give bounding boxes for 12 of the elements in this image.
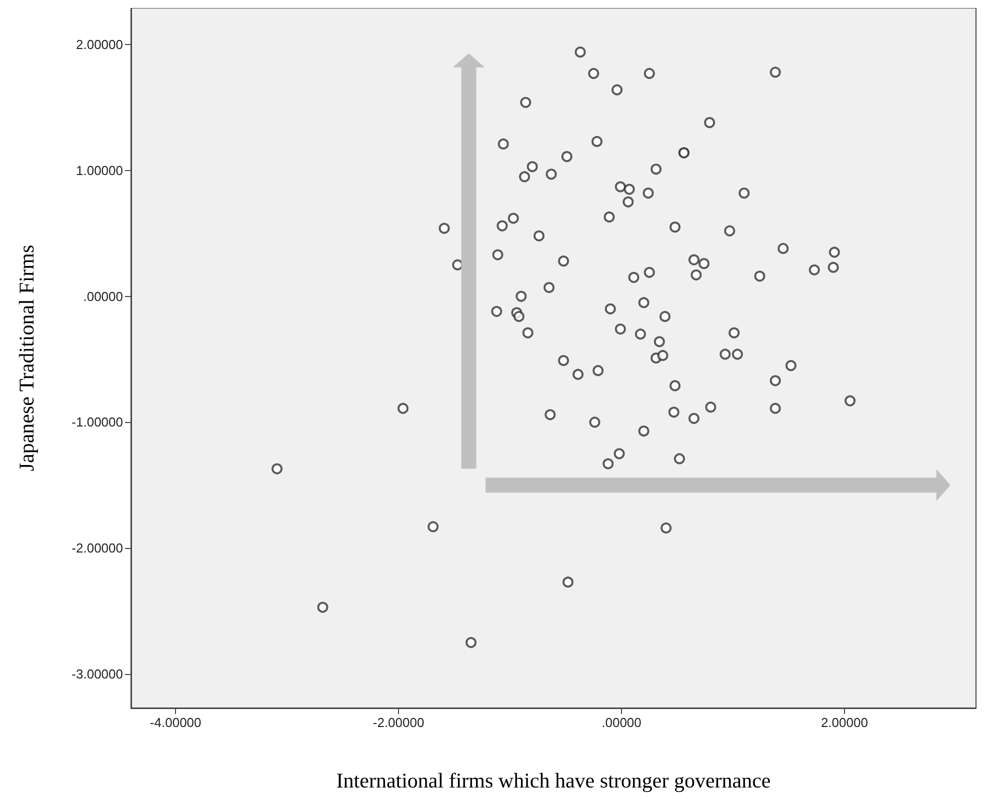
y-tick-label: 1.00000 — [76, 162, 123, 178]
y-tick-label: -1.00000 — [72, 414, 123, 430]
x-tick-label: -4.00000 — [150, 715, 202, 730]
y-tick-label: -3.00000 — [72, 666, 123, 682]
y-tick-label: .00000 — [83, 288, 123, 304]
x-tick-label: .00000 — [602, 715, 642, 730]
x-tick-label: -2.00000 — [372, 715, 424, 730]
y-tick-label: 2.00000 — [76, 37, 123, 52]
y-axis-title: Japanese Traditional Firms — [14, 244, 38, 472]
x-tick-label: 2.00000 — [820, 715, 868, 730]
x-axis-title: International firms which have stronger governance — [336, 768, 771, 792]
y-tick-label: -2.00000 — [72, 540, 123, 556]
